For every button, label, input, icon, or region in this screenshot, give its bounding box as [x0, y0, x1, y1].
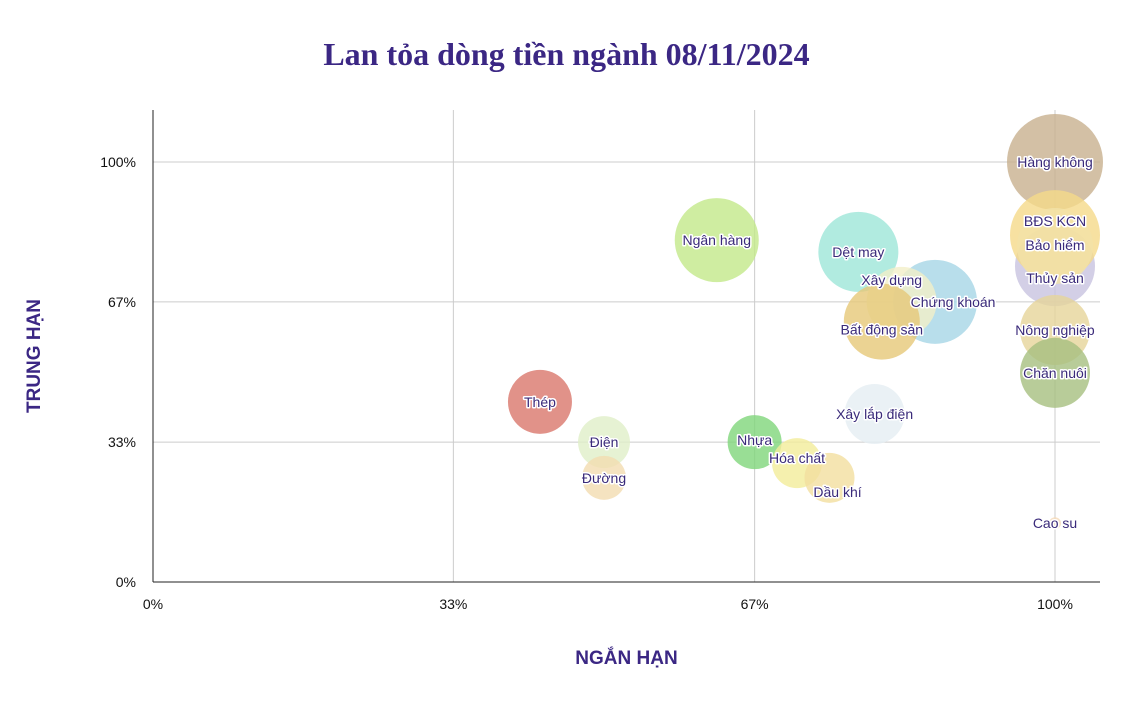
chart-title: Lan tỏa dòng tiền ngành 08/11/2024 [323, 36, 810, 72]
bubble-label: Dầu khí [813, 484, 861, 500]
y-tick-label: 100% [100, 154, 136, 170]
bubble [1007, 114, 1103, 210]
bubble-label: Nông nghiệp [1015, 322, 1095, 338]
bubble [674, 198, 759, 283]
bubble-label: Nhựa [737, 432, 772, 448]
bubble-label: Dệt may [832, 244, 884, 260]
bubble [843, 283, 920, 360]
bubble-label: Chăn nuôi [1023, 365, 1087, 381]
bubble-label: Xây lắp điện [836, 406, 913, 422]
x-tick-label: 100% [1037, 596, 1073, 612]
bubble-label: Hàng không [1017, 154, 1093, 170]
bubble [507, 369, 572, 434]
bubble [1020, 337, 1090, 408]
bubble [804, 452, 855, 503]
bubble-label: Đường [582, 470, 626, 486]
x-axis-label: NGẮN HẠN [575, 648, 678, 669]
bubble [1049, 517, 1061, 530]
bubble-label: Điện [590, 434, 619, 450]
bubble-label: Thép [524, 394, 556, 410]
bubble-label: Hóa chất [769, 450, 825, 466]
bubble-label: Thủy sản [1026, 270, 1084, 286]
bubble-label: Chứng khoán [911, 294, 996, 310]
x-tick-label: 0% [143, 596, 163, 612]
bubble [582, 455, 626, 500]
bubble-label: Xây dựng [861, 272, 922, 288]
y-tick-label: 0% [116, 574, 136, 590]
x-tick-label: 67% [741, 596, 769, 612]
bubble [1017, 208, 1093, 284]
x-tick-label: 33% [439, 596, 467, 612]
y-tick-label: 33% [108, 434, 136, 450]
bubble-label: Ngân hàng [682, 232, 751, 248]
bubble [578, 416, 630, 469]
bubble-label: BĐS KCN [1024, 213, 1086, 229]
bubble [844, 384, 905, 444]
y-tick-label: 67% [108, 294, 136, 310]
bubble [818, 211, 899, 292]
bubble-label: Bảo hiểm [1025, 237, 1084, 253]
bubble-label: Bất động sản [841, 322, 924, 338]
bubble-label: Cao su [1033, 515, 1077, 531]
bubble [727, 415, 782, 470]
